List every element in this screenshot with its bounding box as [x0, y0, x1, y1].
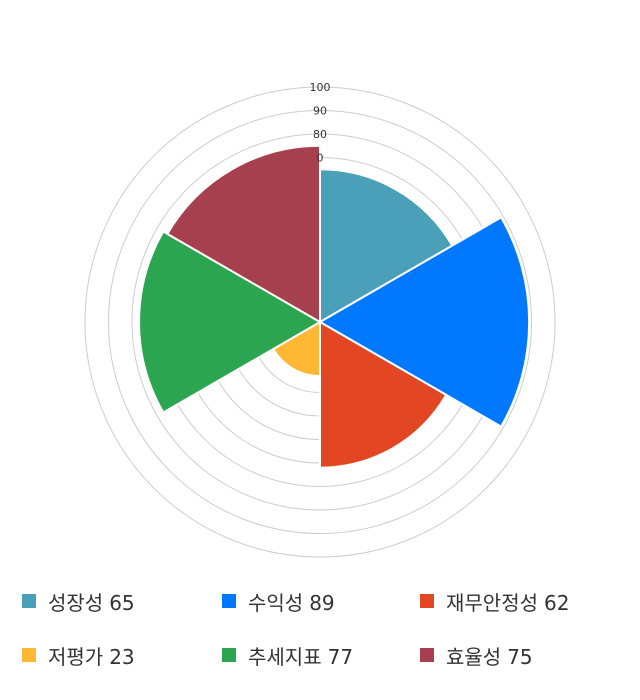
chart-legend: 성장성 65 수익성 89 재무안정성 62 저평가 23 추세지표 77 효율성 75 [0, 578, 640, 688]
legend-label: 저평가 23 [48, 641, 135, 670]
legend-series-value: 62 [544, 590, 570, 615]
legend-swatch [222, 594, 236, 608]
legend-swatch [420, 594, 434, 608]
legend-series-name: 수익성 [248, 590, 304, 615]
r-tick-label: 90 [313, 105, 327, 118]
legend-swatch [22, 594, 36, 608]
legend-series-name: 저평가 [48, 644, 104, 669]
slice-5 [138, 230, 321, 414]
data-slices [138, 144, 531, 469]
r-tick-label: 100 [310, 81, 331, 94]
slice-2 [319, 216, 531, 428]
legend-label: 재무안정성 62 [446, 587, 569, 616]
radial-tick-labels: 0 80 90 100 [310, 81, 331, 165]
polar-area-chart: 0 80 90 100 [84, 81, 556, 558]
legend-swatch [22, 648, 36, 662]
chart-canvas: 0 80 90 100 [84, 81, 556, 558]
legend-series-value: 77 [327, 644, 354, 669]
legend-item: 재무안정성 62 [420, 586, 569, 616]
legend-series-name: 성장성 [48, 590, 104, 615]
r-tick-label: 80 [313, 128, 327, 141]
legend-item: 효율성 75 [420, 640, 533, 670]
legend-label: 성장성 65 [48, 587, 135, 616]
r-tick-label: 0 [317, 152, 324, 165]
legend-swatch [420, 648, 434, 662]
slice-4 [272, 321, 321, 378]
legend-item: 추세지표 77 [222, 640, 353, 670]
legend-series-name: 추세지표 [248, 644, 322, 669]
legend-label: 효율성 75 [446, 641, 533, 670]
legend-series-name: 효율성 [446, 644, 502, 669]
legend-series-value: 89 [309, 590, 335, 615]
legend-swatch [222, 648, 236, 662]
grid-ring [108, 110, 532, 534]
legend-label: 추세지표 77 [248, 641, 353, 670]
legend-item: 수익성 89 [222, 586, 335, 616]
legend-label: 수익성 89 [248, 587, 335, 616]
slice-6 [166, 144, 321, 323]
grid-ring [84, 86, 556, 558]
legend-series-value: 75 [507, 644, 533, 669]
legend-item: 저평가 23 [22, 640, 135, 670]
legend-series-name: 재무안정성 [446, 590, 538, 615]
legend-series-value: 23 [109, 644, 135, 669]
slice-1 [319, 168, 454, 323]
legend-item: 성장성 65 [22, 586, 135, 616]
slice-3 [319, 321, 448, 469]
legend-series-value: 65 [109, 590, 135, 615]
